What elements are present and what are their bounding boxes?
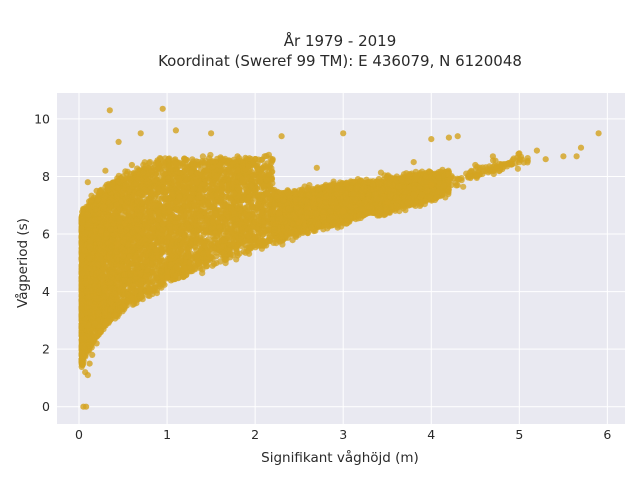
data-point	[146, 158, 153, 166]
data-point	[306, 182, 313, 189]
